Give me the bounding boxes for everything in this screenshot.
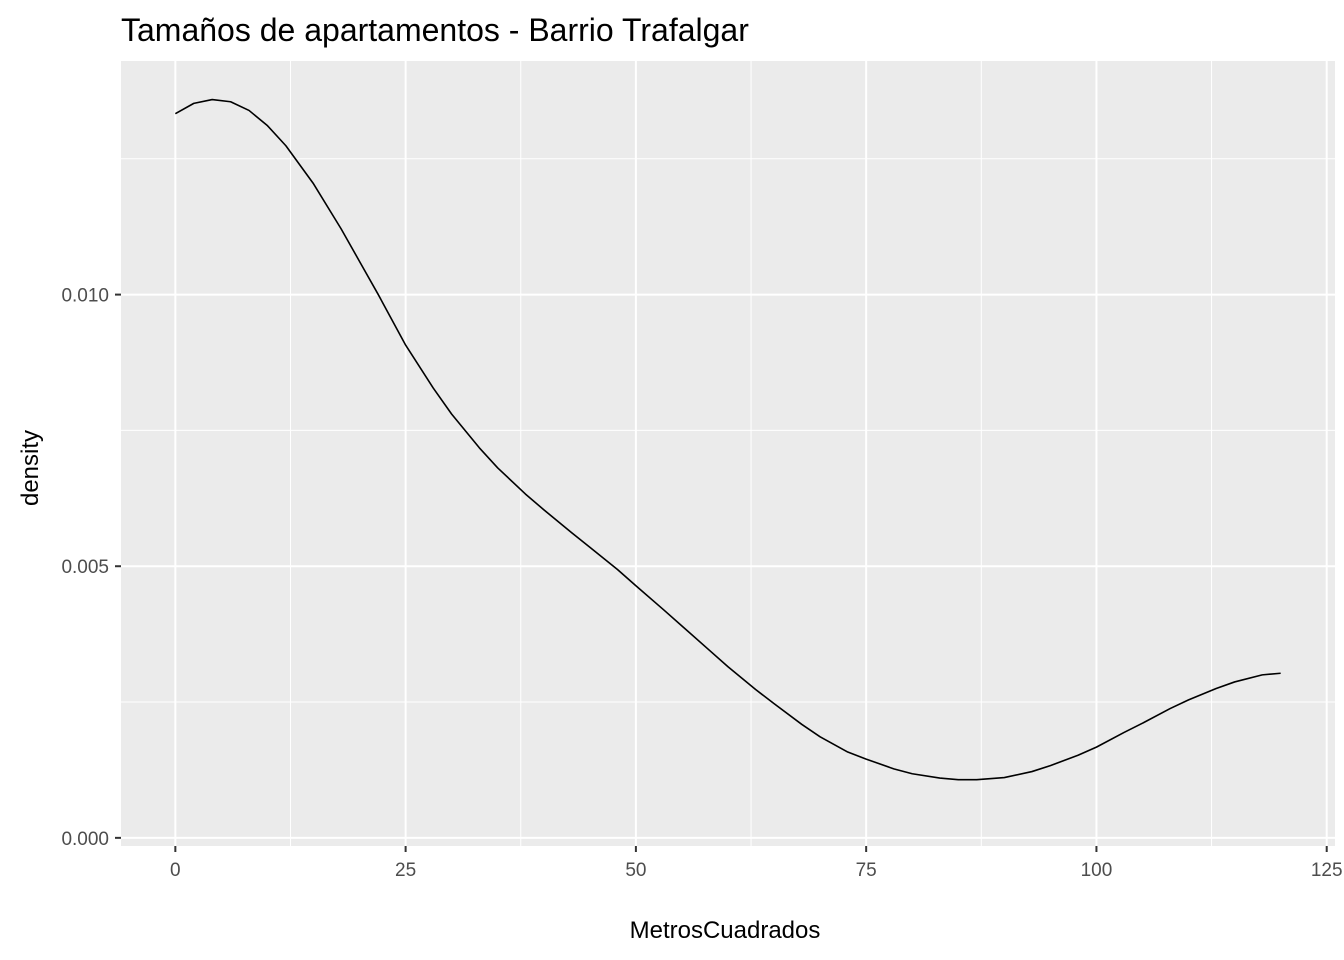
- y-tick-label: 0.005: [61, 557, 109, 578]
- y-tick-label: 0.000: [61, 829, 109, 850]
- y-axis-label: density: [17, 430, 44, 506]
- x-tick-label: 50: [625, 860, 646, 881]
- x-tick-label: 25: [395, 860, 416, 881]
- minor-gridlines: [121, 61, 1335, 846]
- plot-panel: [121, 61, 1335, 846]
- y-tick-label: 0.010: [61, 286, 109, 307]
- x-tick-label: 0: [170, 860, 181, 881]
- major-gridlines: [121, 61, 1335, 846]
- x-axis-ticks: 0 25 50 75 100 125: [170, 846, 1343, 881]
- x-tick-label: 100: [1081, 860, 1113, 881]
- chart-title: Tamaños de apartamentos - Barrio Trafalg…: [121, 12, 749, 48]
- density-curve: [174, 98, 1281, 781]
- x-tick-label: 125: [1311, 860, 1343, 881]
- x-axis-label: MetrosCuadrados: [630, 917, 821, 944]
- x-tick-label: 75: [856, 860, 877, 881]
- y-axis-ticks: 0.000 0.005 0.010: [61, 286, 121, 850]
